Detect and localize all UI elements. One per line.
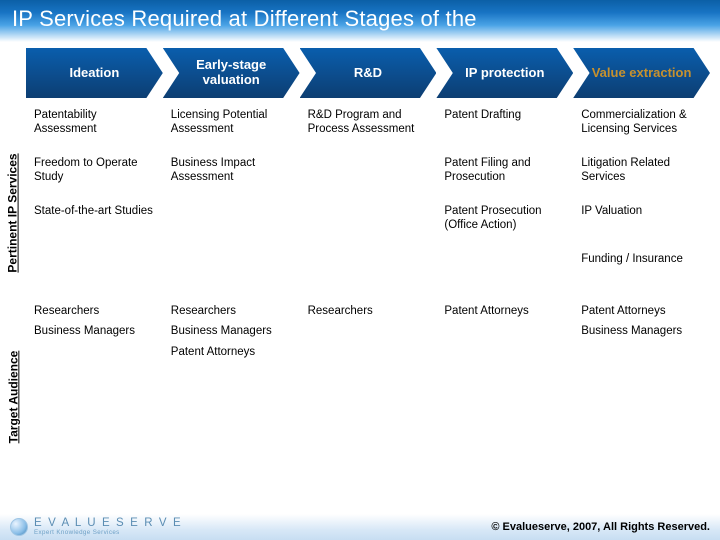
footer-bar: E V A L U E S E R V E Expert Knowledge S… bbox=[0, 514, 720, 540]
stage-label: IP protection bbox=[465, 66, 544, 81]
cell: State-of-the-art Studies bbox=[26, 200, 163, 248]
stage-label: Early-stage valuation bbox=[167, 58, 296, 88]
cell: R&D Program and Process Assessment bbox=[300, 104, 437, 152]
stage-early-valuation: Early-stage valuation bbox=[163, 48, 300, 98]
audience-row-0: ResearchersBusiness Managers Researchers… bbox=[26, 300, 710, 390]
stage-rnd: R&D bbox=[300, 48, 437, 98]
cell bbox=[300, 248, 437, 286]
cell: Litigation Related Services bbox=[573, 152, 710, 200]
cell: Licensing Potential Assessment bbox=[163, 104, 300, 152]
services-row-0: Patentability Assessment Licensing Poten… bbox=[26, 104, 710, 152]
footer-copyright: © Evalueserve, 2007, All Rights Reserved… bbox=[491, 521, 710, 533]
cell: Commercialization & Licensing Services bbox=[573, 104, 710, 152]
cell: Patent Drafting bbox=[436, 104, 573, 152]
logo-text-block: E V A L U E S E R V E Expert Knowledge S… bbox=[34, 518, 182, 536]
section-label-audience-text: Target Audience bbox=[6, 351, 20, 444]
logo-tagline: Expert Knowledge Services bbox=[34, 530, 182, 536]
logo-globe-icon bbox=[10, 518, 28, 536]
cell bbox=[300, 152, 437, 200]
section-label-services-text: Pertinent IP Services bbox=[6, 153, 20, 272]
cell: Funding / Insurance bbox=[573, 248, 710, 286]
cell: Patent Filing and Prosecution bbox=[436, 152, 573, 200]
cell: Freedom to Operate Study bbox=[26, 152, 163, 200]
side-spacer-stages bbox=[0, 48, 26, 104]
cell: Business Impact Assessment bbox=[163, 152, 300, 200]
stage-ideation: Ideation bbox=[26, 48, 163, 98]
cell: Patent Attorneys bbox=[436, 300, 573, 390]
footer-logo: E V A L U E S E R V E Expert Knowledge S… bbox=[10, 518, 182, 536]
section-label-services: Pertinent IP Services bbox=[0, 104, 26, 322]
content-area: Pertinent IP Services Target Audience Id… bbox=[0, 48, 720, 514]
stages-header-row: Ideation Early-stage valuation R&D IP pr… bbox=[26, 48, 710, 98]
stage-value-extraction: Value extraction bbox=[573, 48, 710, 98]
cell: ResearchersBusiness Managers bbox=[26, 300, 163, 390]
cell: Patent AttorneysBusiness Managers bbox=[573, 300, 710, 390]
services-row-3: Funding / Insurance bbox=[26, 248, 710, 286]
cell bbox=[163, 248, 300, 286]
stage-label: Ideation bbox=[69, 66, 119, 81]
main-grid: Ideation Early-stage valuation R&D IP pr… bbox=[26, 48, 720, 514]
services-row-1: Freedom to Operate Study Business Impact… bbox=[26, 152, 710, 200]
cell bbox=[163, 200, 300, 248]
logo-brand: E V A L U E S E R V E bbox=[34, 518, 182, 530]
cell: Patentability Assessment bbox=[26, 104, 163, 152]
stage-ip-protection: IP protection bbox=[436, 48, 573, 98]
stage-label: Value extraction bbox=[592, 66, 692, 81]
stage-label: R&D bbox=[354, 66, 382, 81]
cell bbox=[26, 248, 163, 286]
cell bbox=[436, 248, 573, 286]
slide-title: IP Services Required at Different Stages… bbox=[0, 0, 720, 42]
cell: Researchers bbox=[300, 300, 437, 390]
section-label-audience: Target Audience bbox=[0, 322, 26, 472]
cell bbox=[300, 200, 437, 248]
cell: ResearchersBusiness ManagersPatent Attor… bbox=[163, 300, 300, 390]
cell: IP Valuation bbox=[573, 200, 710, 248]
services-row-2: State-of-the-art Studies Patent Prosecut… bbox=[26, 200, 710, 248]
cell: Patent Prosecution (Office Action) bbox=[436, 200, 573, 248]
vertical-labels-column: Pertinent IP Services Target Audience bbox=[0, 48, 26, 514]
